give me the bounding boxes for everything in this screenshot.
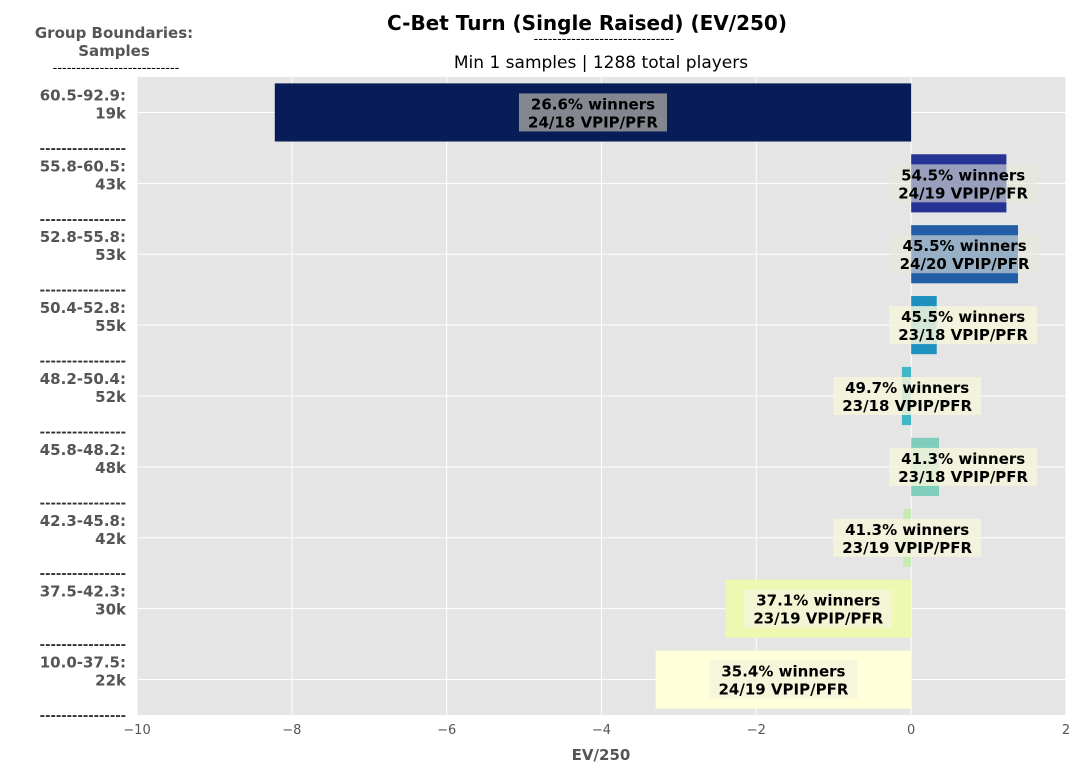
y-label-range: 37.5-42.3: — [40, 583, 126, 601]
y-axis-labels: 60.5-92.9:19k----------------55.8-60.5:4… — [40, 86, 127, 724]
y-label-samples: 52k — [95, 388, 127, 406]
bar-label-box — [889, 306, 1038, 345]
y-label-range: 60.5-92.9: — [40, 86, 126, 104]
y-label-range: 55.8-60.5: — [40, 157, 126, 175]
group-separator: ---------------- — [40, 425, 126, 440]
title-underline: ------------------------------ — [534, 32, 675, 47]
y-label-samples: 30k — [95, 601, 127, 619]
y-label-samples: 43k — [95, 175, 127, 193]
bar-label-box — [744, 589, 893, 628]
bar-label-winners: 45.5% winners — [901, 308, 1025, 326]
x-tick-label: −2 — [747, 723, 766, 738]
bar-label-vpip-pfr: 24/19 VPIP/PFR — [898, 184, 1028, 202]
y-label-samples: 53k — [95, 246, 127, 264]
x-axis-ticks: −10 −8 −6 −4 −2 0 2 — [123, 723, 1070, 738]
bar-label-vpip-pfr: 23/19 VPIP/PFR — [842, 539, 972, 557]
bar-label-winners: 41.3% winners — [845, 521, 969, 539]
group-separator: ---------------- — [40, 355, 126, 370]
bar-label-box — [890, 235, 1039, 274]
bar-label-winners: 54.5% winners — [901, 166, 1025, 184]
y-label-range: 50.4-52.8: — [40, 299, 126, 317]
y-header-underline: --------------------------- — [53, 61, 180, 76]
bar-label-vpip-pfr: 24/20 VPIP/PFR — [900, 255, 1030, 273]
bar-label-winners: 35.4% winners — [721, 663, 845, 681]
y-label-range: 48.2-50.4: — [40, 370, 126, 388]
bar-label-winners: 45.5% winners — [903, 237, 1027, 255]
group-separator: ---------------- — [40, 567, 126, 582]
y-label-range: 10.0-37.5: — [40, 654, 126, 672]
y-header: Group Boundaries: — [35, 24, 193, 42]
bar-label-vpip-pfr: 23/19 VPIP/PFR — [753, 610, 883, 628]
chart-title: C-Bet Turn (Single Raised) (EV/250) — [387, 11, 787, 35]
bar-label-vpip-pfr: 23/18 VPIP/PFR — [842, 397, 972, 415]
y-label-samples: 22k — [95, 672, 127, 690]
group-separator: ---------------- — [40, 638, 126, 653]
bar-label-winners: 49.7% winners — [845, 379, 969, 397]
bar-label-box — [889, 164, 1038, 203]
x-tick-label: −4 — [592, 723, 611, 738]
bar-label-box — [518, 93, 667, 132]
x-tick-label: −10 — [123, 723, 150, 738]
chart-subtitle: Min 1 samples | 1288 total players — [454, 53, 748, 73]
x-tick-label: 0 — [907, 723, 915, 738]
bar-label-vpip-pfr: 23/18 VPIP/PFR — [898, 468, 1028, 486]
y-label-samples: 19k — [95, 104, 127, 122]
bar-label-box — [833, 518, 982, 557]
bar-label-vpip-pfr: 24/18 VPIP/PFR — [528, 113, 658, 131]
bar-label-vpip-pfr: 24/19 VPIP/PFR — [718, 681, 848, 699]
bar-label-box — [889, 447, 1038, 486]
bar-label-box — [833, 377, 982, 415]
y-label-samples: 55k — [95, 317, 127, 335]
x-tick-label: −6 — [437, 723, 456, 738]
group-separator: ---------------- — [40, 709, 126, 724]
x-tick-label: −8 — [282, 723, 301, 738]
bar-label-winners: 26.6% winners — [531, 95, 655, 113]
y-label-samples: 42k — [95, 530, 127, 548]
group-separator: ---------------- — [40, 213, 126, 228]
y-header-samples: Samples — [78, 42, 150, 60]
y-label-range: 42.3-45.8: — [40, 512, 126, 530]
bar-label-winners: 41.3% winners — [901, 450, 1025, 468]
x-axis-label: EV/250 — [572, 746, 631, 764]
group-separator: ---------------- — [40, 284, 126, 299]
y-label-samples: 48k — [95, 459, 127, 477]
x-tick-label: 2 — [1062, 723, 1070, 738]
bar-label-winners: 37.1% winners — [756, 592, 880, 610]
y-label-range: 52.8-55.8: — [40, 228, 126, 246]
bar-label-vpip-pfr: 23/18 VPIP/PFR — [898, 326, 1028, 344]
group-separator: ---------------- — [40, 142, 126, 157]
y-label-range: 45.8-48.2: — [40, 441, 126, 459]
group-separator: ---------------- — [40, 496, 126, 511]
bar-label-box — [709, 660, 858, 699]
